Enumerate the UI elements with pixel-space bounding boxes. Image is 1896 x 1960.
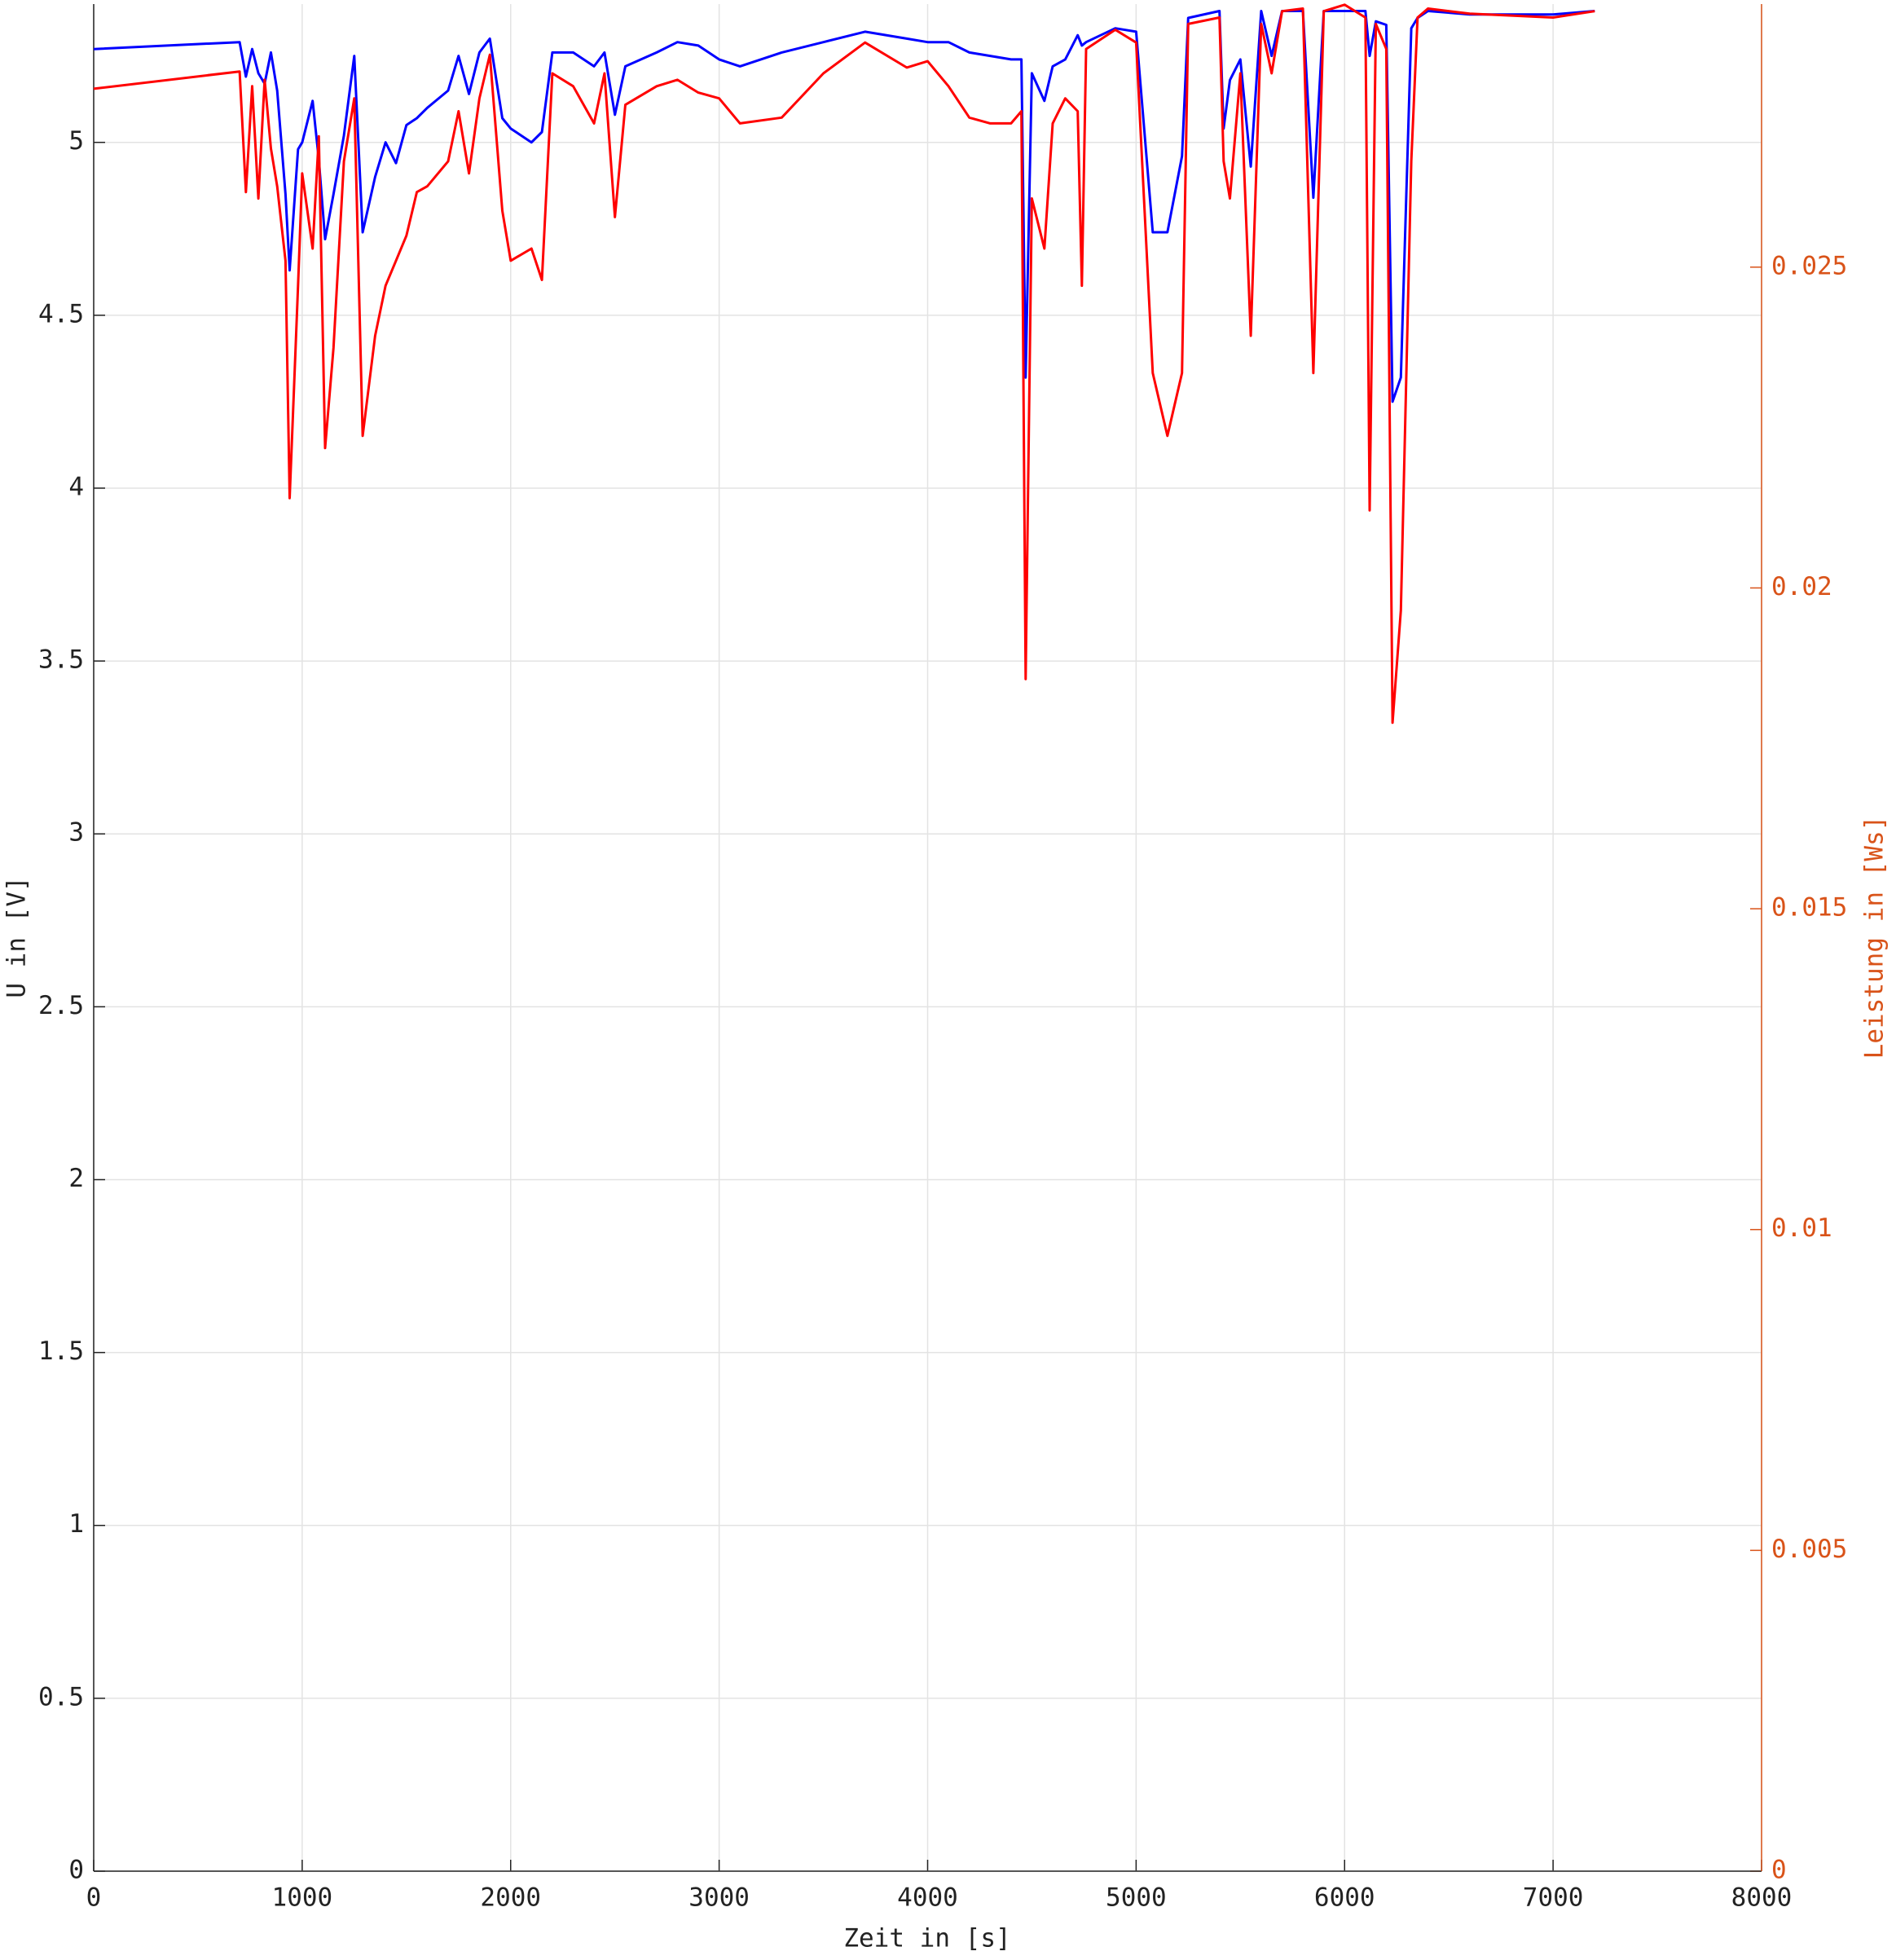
y-tick-label: 0.5 — [38, 1682, 84, 1711]
y2-axis-label: Leistung in [Ws] — [1860, 816, 1889, 1059]
y2-tick-label: 0.02 — [1771, 572, 1832, 601]
x-tick-label: 2000 — [480, 1883, 541, 1913]
y-tick-label: 5 — [68, 126, 84, 156]
y2-tick-label: 0.025 — [1771, 251, 1847, 280]
y-tick-label: 2.5 — [38, 991, 84, 1020]
y2-tick-label: 0 — [1771, 1856, 1787, 1885]
x-tick-label: 7000 — [1523, 1883, 1584, 1913]
x-tick-label: 5000 — [1106, 1883, 1167, 1913]
y-tick-label: 1.5 — [38, 1337, 84, 1366]
x-tick-label: 3000 — [688, 1883, 750, 1913]
y-tick-label: 1 — [68, 1509, 84, 1539]
x-tick-label: 0 — [86, 1883, 102, 1913]
y-tick-label: 3.5 — [38, 645, 84, 675]
data-line — [93, 10, 1595, 403]
y2-tick-label: 0.005 — [1771, 1535, 1847, 1564]
x-axis-label: Zeit in [s] — [843, 1924, 1010, 1953]
data-line — [93, 3, 1595, 725]
y-tick-label: 3 — [68, 818, 84, 848]
y-tick-label: 4 — [68, 472, 84, 501]
y-axis-label: U in [V] — [2, 876, 32, 998]
y-tick-label: 4.5 — [38, 299, 84, 328]
x-tick-label: 8000 — [1731, 1883, 1793, 1913]
y-tick-label: 2 — [68, 1164, 84, 1193]
y2-tick-label: 0.01 — [1771, 1213, 1832, 1243]
x-tick-label: 6000 — [1314, 1883, 1375, 1913]
x-tick-label: 4000 — [897, 1883, 958, 1913]
y2-tick-label: 0.015 — [1771, 893, 1847, 923]
x-tick-label: 1000 — [272, 1883, 333, 1913]
y-tick-label: 0 — [68, 1856, 84, 1885]
